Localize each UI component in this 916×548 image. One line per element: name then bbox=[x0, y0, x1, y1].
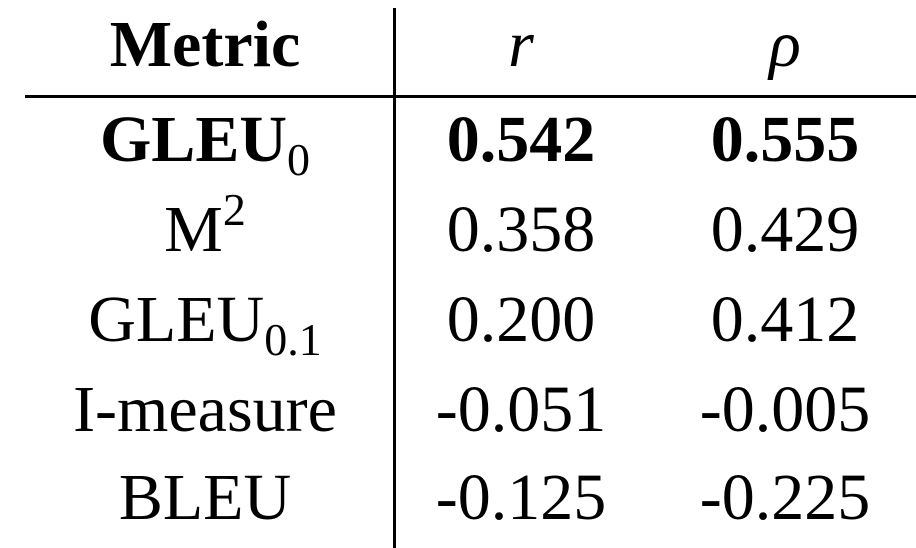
row-r-value: 0.542 bbox=[446, 103, 596, 176]
metric-subscript: 0 bbox=[287, 134, 311, 185]
metric-name: M bbox=[164, 193, 223, 266]
header-spearman-rho: ρ bbox=[769, 8, 801, 81]
metric-name: GLEU bbox=[88, 283, 265, 356]
row-rho-value: 0.412 bbox=[710, 283, 860, 356]
row-rho-value: -0.225 bbox=[699, 461, 871, 534]
row-r-value: -0.125 bbox=[435, 461, 607, 534]
row-r-value: 0.200 bbox=[446, 283, 596, 356]
row-metric-imeasure: I-measure bbox=[73, 373, 337, 446]
row-rho-value: 0.555 bbox=[710, 103, 860, 176]
row-r-value: -0.051 bbox=[435, 373, 607, 446]
header-metric: Metric bbox=[109, 8, 301, 81]
header-pearson-r: r bbox=[508, 8, 534, 81]
row-metric-bleu: BLEU bbox=[118, 461, 292, 534]
row-rho-value: -0.005 bbox=[699, 373, 871, 446]
column-divider bbox=[393, 8, 396, 548]
metric-name: GLEU bbox=[99, 103, 288, 176]
metric-superscript: 2 bbox=[222, 184, 246, 235]
metric-subscript: 0.1 bbox=[264, 314, 322, 365]
row-metric-m2: M2 bbox=[20, 187, 390, 270]
row-rho-value: 0.429 bbox=[710, 193, 860, 266]
row-r-value: 0.358 bbox=[446, 193, 596, 266]
row-metric-gleu0: GLEU0 bbox=[20, 100, 390, 183]
row-metric-gleu01: GLEU0.1 bbox=[20, 280, 390, 363]
header-rule bbox=[25, 95, 916, 98]
